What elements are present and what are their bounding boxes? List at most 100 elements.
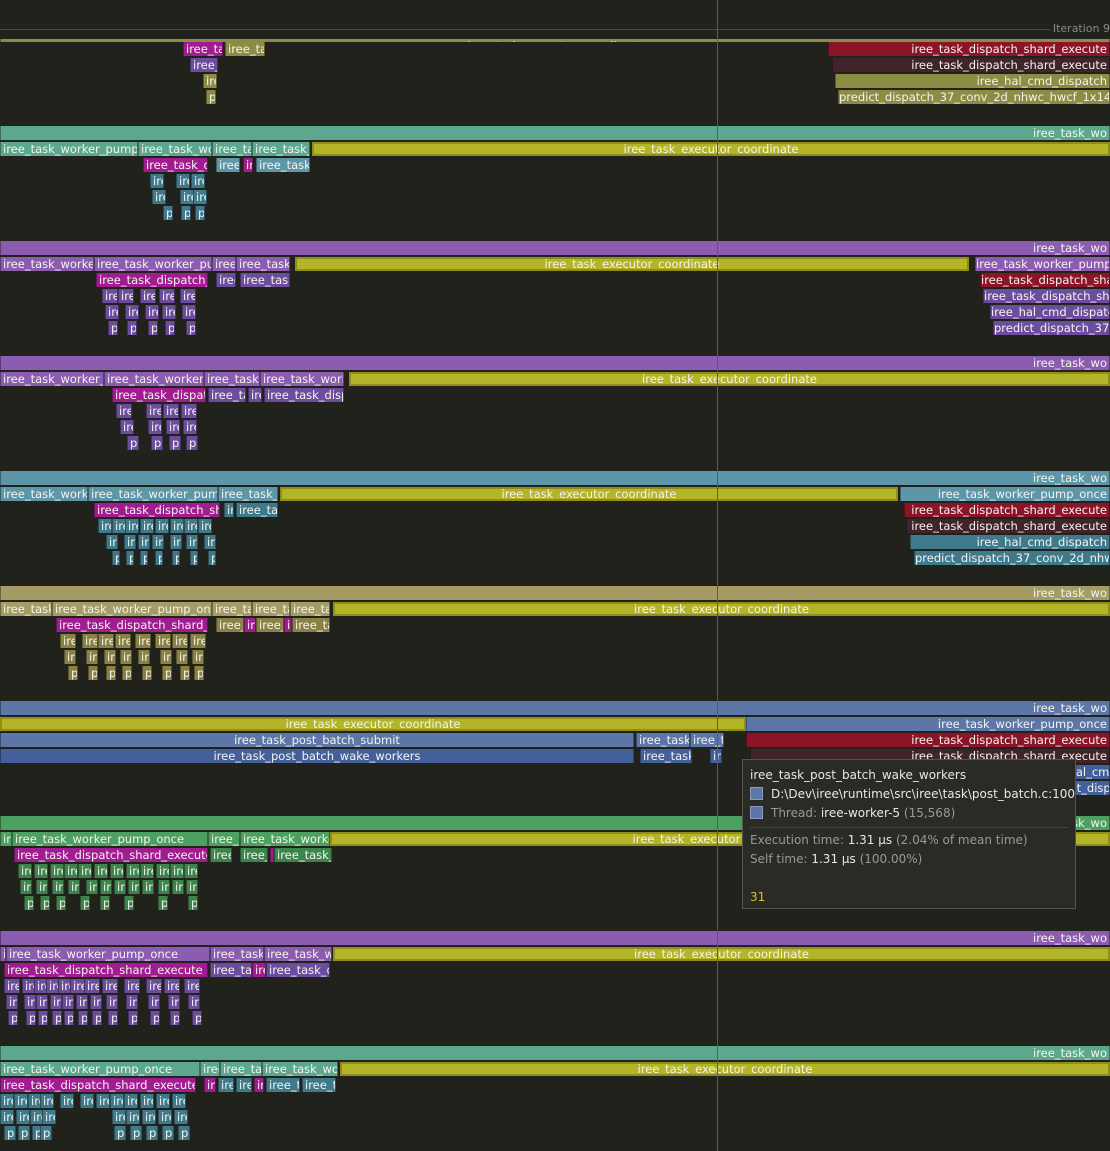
zone-pred[interactable]: predict_dispatch_37_conv_2d_nhwc_hwcf_1x…: [56, 896, 66, 910]
zone-post[interactable]: iree_task_post_batch_submit: [636, 733, 690, 747]
zone-hal[interactable]: iree_hal_cmd_dispatch: [138, 650, 150, 664]
zone-ds[interactable]: iree_task_dispatch_shard_execute: [4, 963, 208, 977]
zone-w[interactable]: iree_task_worker_pump_once: [88, 487, 218, 501]
zone-hal[interactable]: iree_hal_cmd_dispatch: [835, 74, 1110, 88]
zone-pred[interactable]: predict_dispatch_37_conv_2d_nhwc_hwcf_1x…: [178, 1126, 190, 1140]
zone-hal[interactable]: iree_hal_cmd_dispatch: [180, 190, 194, 204]
zone-pred[interactable]: predict_dispatch_37_conv_2d_nhwc_hwcf_1x…: [140, 551, 148, 565]
zone-ds[interactable]: iree_task_dispatch_shard_execute: [124, 1094, 138, 1108]
zone-ds[interactable]: iree_task_dispatch_shard_execute: [126, 864, 140, 878]
zone-ds[interactable]: iree_task_dispatch_shard_execute: [236, 503, 278, 517]
zone-pred[interactable]: predict_dispatch_37_conv_2d_nhwc_hwcf_1x…: [24, 896, 34, 910]
zone-ds[interactable]: iree_task_dispatch_shard_execute: [118, 289, 134, 303]
zone-hal[interactable]: iree_hal_cmd_dispatch: [162, 305, 176, 319]
zone-ex[interactable]: iree_task_executor_coordinate: [312, 142, 1110, 156]
zone-ds[interactable]: iree_task_dispatch_shard_execute: [0, 1094, 14, 1108]
zone-w[interactable]: iree_task_worker_pump_once: [12, 832, 208, 846]
zone-pred[interactable]: predict_dispatch_37_conv_2d_nhwc_hwcf_1x…: [114, 1126, 126, 1140]
zone-ds[interactable]: iree_task_dispatch_shard_execute: [176, 174, 190, 188]
zone-ds[interactable]: iree_task_dispatch_shard_execute: [256, 618, 284, 632]
zone-w[interactable]: iree_task_worker_pump_once: [138, 142, 212, 156]
zone-ex[interactable]: iree_task_executor_coordinate: [280, 487, 898, 501]
zone-ds[interactable]: iree_task_dispatch_shard_execute: [266, 963, 330, 977]
zone-ds[interactable]: iree_task_dispatch_shard_execute: [98, 519, 112, 533]
zone-ds[interactable]: iree_task_dispatch_shard_execute: [40, 1094, 54, 1108]
zone-pred[interactable]: predict_dispatch_37_conv_2d_nhwc_hwcf_1x…: [158, 896, 168, 910]
zone-ds[interactable]: iree_task_dispatch_shard_execute: [140, 1094, 154, 1108]
zone-pred[interactable]: predict_dispatch_37_conv_2d_nhwc_hwcf_1x…: [165, 321, 175, 335]
zone-hal[interactable]: iree_hal_cmd_dispatch: [6, 995, 18, 1009]
zone-hal[interactable]: iree_hal_cmd_dispatch: [120, 420, 134, 434]
zone-pred[interactable]: predict_dispatch_37_conv_2d_nhwc_hwcf_1x…: [993, 321, 1110, 335]
zone-ds[interactable]: iree_task_dispatch_shard_execute: [274, 848, 332, 862]
zone-pred[interactable]: predict_dispatch_37_conv_2d_nhwc_hwcf_1x…: [155, 551, 163, 565]
zone-hal[interactable]: iree_hal_cmd_dispatch: [990, 305, 1110, 319]
zone-ds[interactable]: iree_task_dispatch_shard_execute: [225, 42, 265, 56]
zone-pred[interactable]: predict_dispatch_37_conv_2d_nhwc_hwcf_1x…: [128, 1011, 138, 1025]
zone-ds[interactable]: iree_task_dispatch_shard_execute: [204, 1078, 216, 1092]
zone-hal[interactable]: iree_hal_cmd_dispatch: [20, 880, 32, 894]
zone-hal[interactable]: iree_hal_cmd_dispatch: [104, 650, 116, 664]
zone-ds[interactable]: iree_task_dispatch_shard_execute: [125, 519, 139, 533]
zone-ds[interactable]: iree_task_dispatch_shard_execute: [208, 388, 246, 402]
zone-pred[interactable]: predict_dispatch_37_conv_2d_nhwc_hwcf_1x…: [38, 1011, 48, 1025]
zone-hal[interactable]: iree_hal_cmd_dispatch: [106, 995, 118, 1009]
zone-pred[interactable]: predict_dispatch_37_conv_2d_nhwc_hwcf_1x…: [186, 436, 198, 450]
zone-pred[interactable]: predict_dispatch_37_conv_2d_nhwc_hwcf_1x…: [4, 1126, 16, 1140]
zone-ds[interactable]: iree_task_dispatch_shard_execute: [124, 979, 140, 993]
zone-pred[interactable]: predict_dispatch_37_conv_2d_nhwc_hwcf_1x…: [170, 1011, 180, 1025]
zone-ds[interactable]: iree_task_dispatch_shard_execute: [98, 634, 114, 648]
zone-ds[interactable]: iree_task_dispatch_shard_execute: [14, 1094, 28, 1108]
zone-pred[interactable]: predict_dispatch_37_conv_2d_nhwc_hwcf_1x…: [80, 896, 90, 910]
zone-hal[interactable]: iree_hal_cmd_dispatch: [203, 74, 217, 88]
zone-w[interactable]: iree_task_worker_pump_once: [0, 372, 104, 386]
zone-ex[interactable]: iree_task_executor_coordinate: [349, 372, 1110, 386]
zone-w[interactable]: iree_task_worker_pump_once: [94, 257, 212, 271]
zone-ds[interactable]: iree_task_dispatch_shard_execute: [102, 289, 118, 303]
zone-ds[interactable]: iree_task_dispatch_shard_execute: [210, 848, 232, 862]
zone-pred[interactable]: predict_dispatch_37_conv_2d_nhwc_hwcf_1x…: [142, 666, 152, 680]
zone-w[interactable]: iree_task_worker_pump_once: [900, 487, 1110, 501]
zone-hal[interactable]: iree_hal_cmd_dispatch: [204, 535, 216, 549]
zone-w[interactable]: iree_task_worker_pump_once: [0, 257, 94, 271]
zone-hal[interactable]: iree_hal_cmd_dispatch: [158, 880, 170, 894]
zone-w[interactable]: iree_task_worker_pump_once: [260, 372, 344, 386]
zone-pred[interactable]: predict_dispatch_37_conv_2d_nhwc_hwcf_1x…: [180, 666, 190, 680]
zone-ds[interactable]: iree_task_dispatch_shard_execute: [183, 42, 223, 56]
zone-wt[interactable]: iree_task_wo: [0, 356, 1110, 370]
zone-ex[interactable]: iree_task_executor_coordinate: [295, 257, 969, 271]
zone-hal[interactable]: iree_hal_cmd_dispatch: [158, 1110, 172, 1124]
zone-ex[interactable]: iree_task_executor_coordinate: [333, 602, 1110, 616]
zone-pred[interactable]: predict_dispatch_37_conv_2d_nhwc_hwcf_1x…: [169, 436, 181, 450]
zone-hal[interactable]: iree_hal_cmd_dispatch: [68, 880, 80, 894]
zone-hal[interactable]: iree_hal_cmd_dispatch: [126, 1110, 140, 1124]
zone-ds[interactable]: iree_task_dispatch_shard_execute: [170, 519, 184, 533]
zone-hal[interactable]: iree_hal_cmd_dispatch: [0, 1110, 14, 1124]
zone-pred[interactable]: predict_dispatch_37_conv_2d_nhwc_hwcf_1x…: [68, 666, 78, 680]
zone-ds[interactable]: iree_task_dispatch_shard_execute: [240, 273, 290, 287]
zone-hal[interactable]: iree_hal_cmd_dispatch: [100, 880, 112, 894]
zone-pred[interactable]: predict_dispatch_37_conv_2d_nhwc_hwcf_1x…: [151, 436, 163, 450]
zone-pred[interactable]: predict_dispatch_37_conv_2d_nhwc_hwcf_1x…: [26, 1011, 36, 1025]
zone-ds[interactable]: iree_task_dispatch_shard_execute: [146, 979, 162, 993]
zone-ds[interactable]: iree_task_dispatch_shard_execute: [96, 1094, 110, 1108]
zone-ds[interactable]: iree_task_dispatch_shard_execute: [172, 634, 188, 648]
zone-hal[interactable]: iree_hal_cmd_dispatch: [126, 995, 138, 1009]
zone-pred[interactable]: predict_dispatch_37_conv_2d_nhwc_hwcf_1x…: [106, 666, 116, 680]
zone-w[interactable]: iree_task_worker_pump_once: [212, 602, 252, 616]
zone-ds[interactable]: iree_task_dispatch_shard_execute: [155, 634, 171, 648]
zone-w[interactable]: iree_task_worker_pump_once: [264, 947, 332, 961]
zone-ds[interactable]: iree_task_dispatch_shard_execute: [210, 963, 252, 977]
zone-ds[interactable]: iree_task_dispatch_shard_execute: [828, 42, 1110, 56]
zone-hal[interactable]: iree_hal_cmd_dispatch: [64, 650, 76, 664]
zone-ds[interactable]: iree_task_dispatch_shard_execute: [248, 388, 262, 402]
zone-ds[interactable]: iree_task_dispatch_shard_execute: [184, 864, 198, 878]
zone-w[interactable]: iree_task_worker_pump_once: [0, 602, 52, 616]
zone-w[interactable]: iree_task_worker_pump_once: [0, 142, 138, 156]
zone-hal[interactable]: iree_hal_cmd_dispatch: [172, 880, 184, 894]
zone-hal[interactable]: iree_hal_cmd_dispatch: [193, 190, 207, 204]
zone-pred[interactable]: predict_dispatch_37_conv_2d_nhwc_hwcf_1x…: [78, 1011, 88, 1025]
zone-pred[interactable]: predict_dispatch_37_conv_2d_nhwc_hwcf_1x…: [100, 896, 110, 910]
zone-ds[interactable]: iree_task_dispatch_shard_execute: [190, 634, 206, 648]
zone-ds[interactable]: iree_task_dispatch_shard_execute: [140, 864, 154, 878]
